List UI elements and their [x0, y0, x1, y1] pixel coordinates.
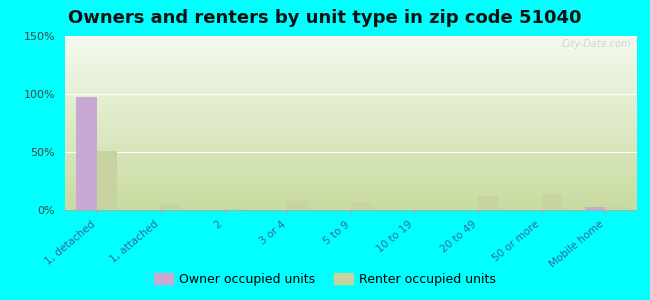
Bar [287, 201, 308, 210]
Legend: Owner occupied units, Renter occupied units: Owner occupied units, Renter occupied un… [149, 268, 501, 291]
Text: Owners and renters by unit type in zip code 51040: Owners and renters by unit type in zip c… [68, 9, 582, 27]
Bar [585, 206, 605, 210]
Bar [77, 98, 97, 210]
Bar [478, 196, 499, 210]
Bar [541, 194, 562, 210]
Bar [224, 209, 244, 210]
Bar [97, 151, 117, 210]
Bar [605, 206, 625, 210]
Text: City-Data.com: City-Data.com [562, 40, 631, 50]
Bar [351, 202, 371, 210]
Bar [161, 204, 181, 210]
